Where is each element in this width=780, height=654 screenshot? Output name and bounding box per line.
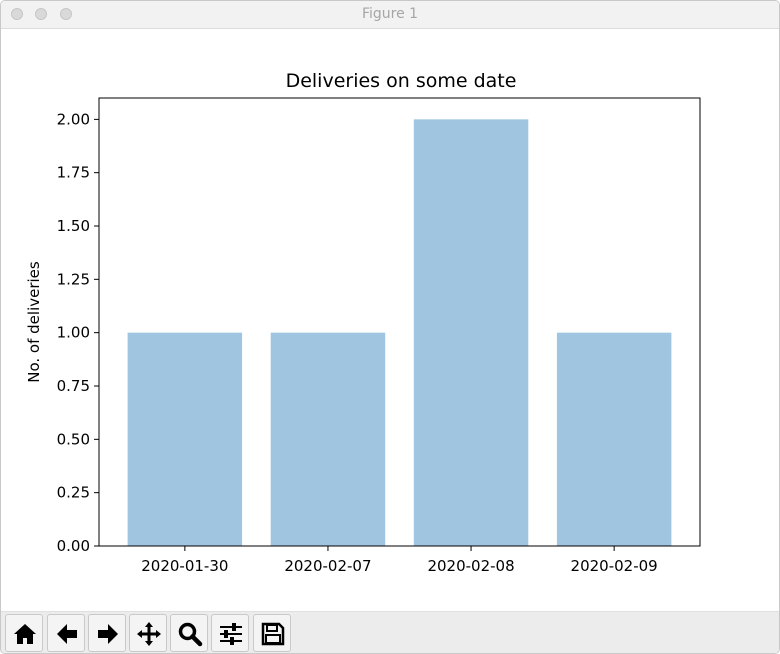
zoom-window-button[interactable] xyxy=(60,8,72,20)
move-icon xyxy=(137,622,161,646)
chart-title: Deliveries on some date xyxy=(286,70,517,92)
y-tick-label: 1.00 xyxy=(57,324,90,342)
y-tick-label: 0.25 xyxy=(57,484,90,502)
pan-button[interactable] xyxy=(129,614,167,652)
y-tick-label: 2.00 xyxy=(57,110,90,128)
bar-2020-02-07 xyxy=(270,332,386,546)
y-axis-label: No. of deliveries xyxy=(25,261,43,383)
x-tick-label: 2020-02-09 xyxy=(571,557,658,575)
back-button[interactable] xyxy=(47,614,85,652)
save-button[interactable] xyxy=(253,614,291,652)
bars-group xyxy=(127,119,672,546)
y-tick-label: 0.75 xyxy=(57,377,90,395)
x-ticks-group: 2020-01-30 2020-02-07 2020-02-08 2020-02-09 xyxy=(141,546,658,575)
bar-2020-02-08 xyxy=(413,119,529,546)
sliders-icon xyxy=(220,623,242,645)
bar-2020-02-09 xyxy=(556,332,672,546)
y-tick-label: 0.50 xyxy=(57,430,90,448)
minimize-window-button[interactable] xyxy=(35,8,47,20)
y-tick-label: 1.75 xyxy=(57,164,90,182)
y-tick-label: 1.50 xyxy=(57,217,90,235)
x-tick-label: 2020-02-08 xyxy=(427,557,514,575)
title-bar: Figure 1 xyxy=(1,1,779,29)
zoom-icon xyxy=(178,622,203,647)
y-tick-label: 1.25 xyxy=(57,270,90,288)
bar-2020-01-30 xyxy=(127,332,243,546)
configure-subplots-button[interactable] xyxy=(211,614,249,652)
home-button[interactable] xyxy=(5,614,43,652)
save-icon xyxy=(261,622,285,646)
y-ticks-group: 0.00 0.25 0.50 0.75 1.00 1.25 1.50 1.75 2.00 xyxy=(57,110,99,555)
y-tick-label: 0.00 xyxy=(57,537,90,555)
close-window-button[interactable] xyxy=(11,8,23,20)
bar-chart: Deliveries on some date No. of deliverie… xyxy=(25,70,701,575)
arrow-left-icon xyxy=(57,624,77,644)
x-tick-label: 2020-01-30 xyxy=(141,557,228,575)
axes-frame xyxy=(98,97,701,547)
zoom-button[interactable] xyxy=(170,614,208,652)
home-icon xyxy=(14,624,36,644)
navigation-toolbar xyxy=(1,611,779,653)
arrow-right-icon xyxy=(98,624,118,644)
figure-canvas: Deliveries on some date No. of deliverie… xyxy=(1,29,779,611)
window-title: Figure 1 xyxy=(361,6,419,22)
forward-button[interactable] xyxy=(88,614,126,652)
x-tick-label: 2020-02-07 xyxy=(284,557,371,575)
